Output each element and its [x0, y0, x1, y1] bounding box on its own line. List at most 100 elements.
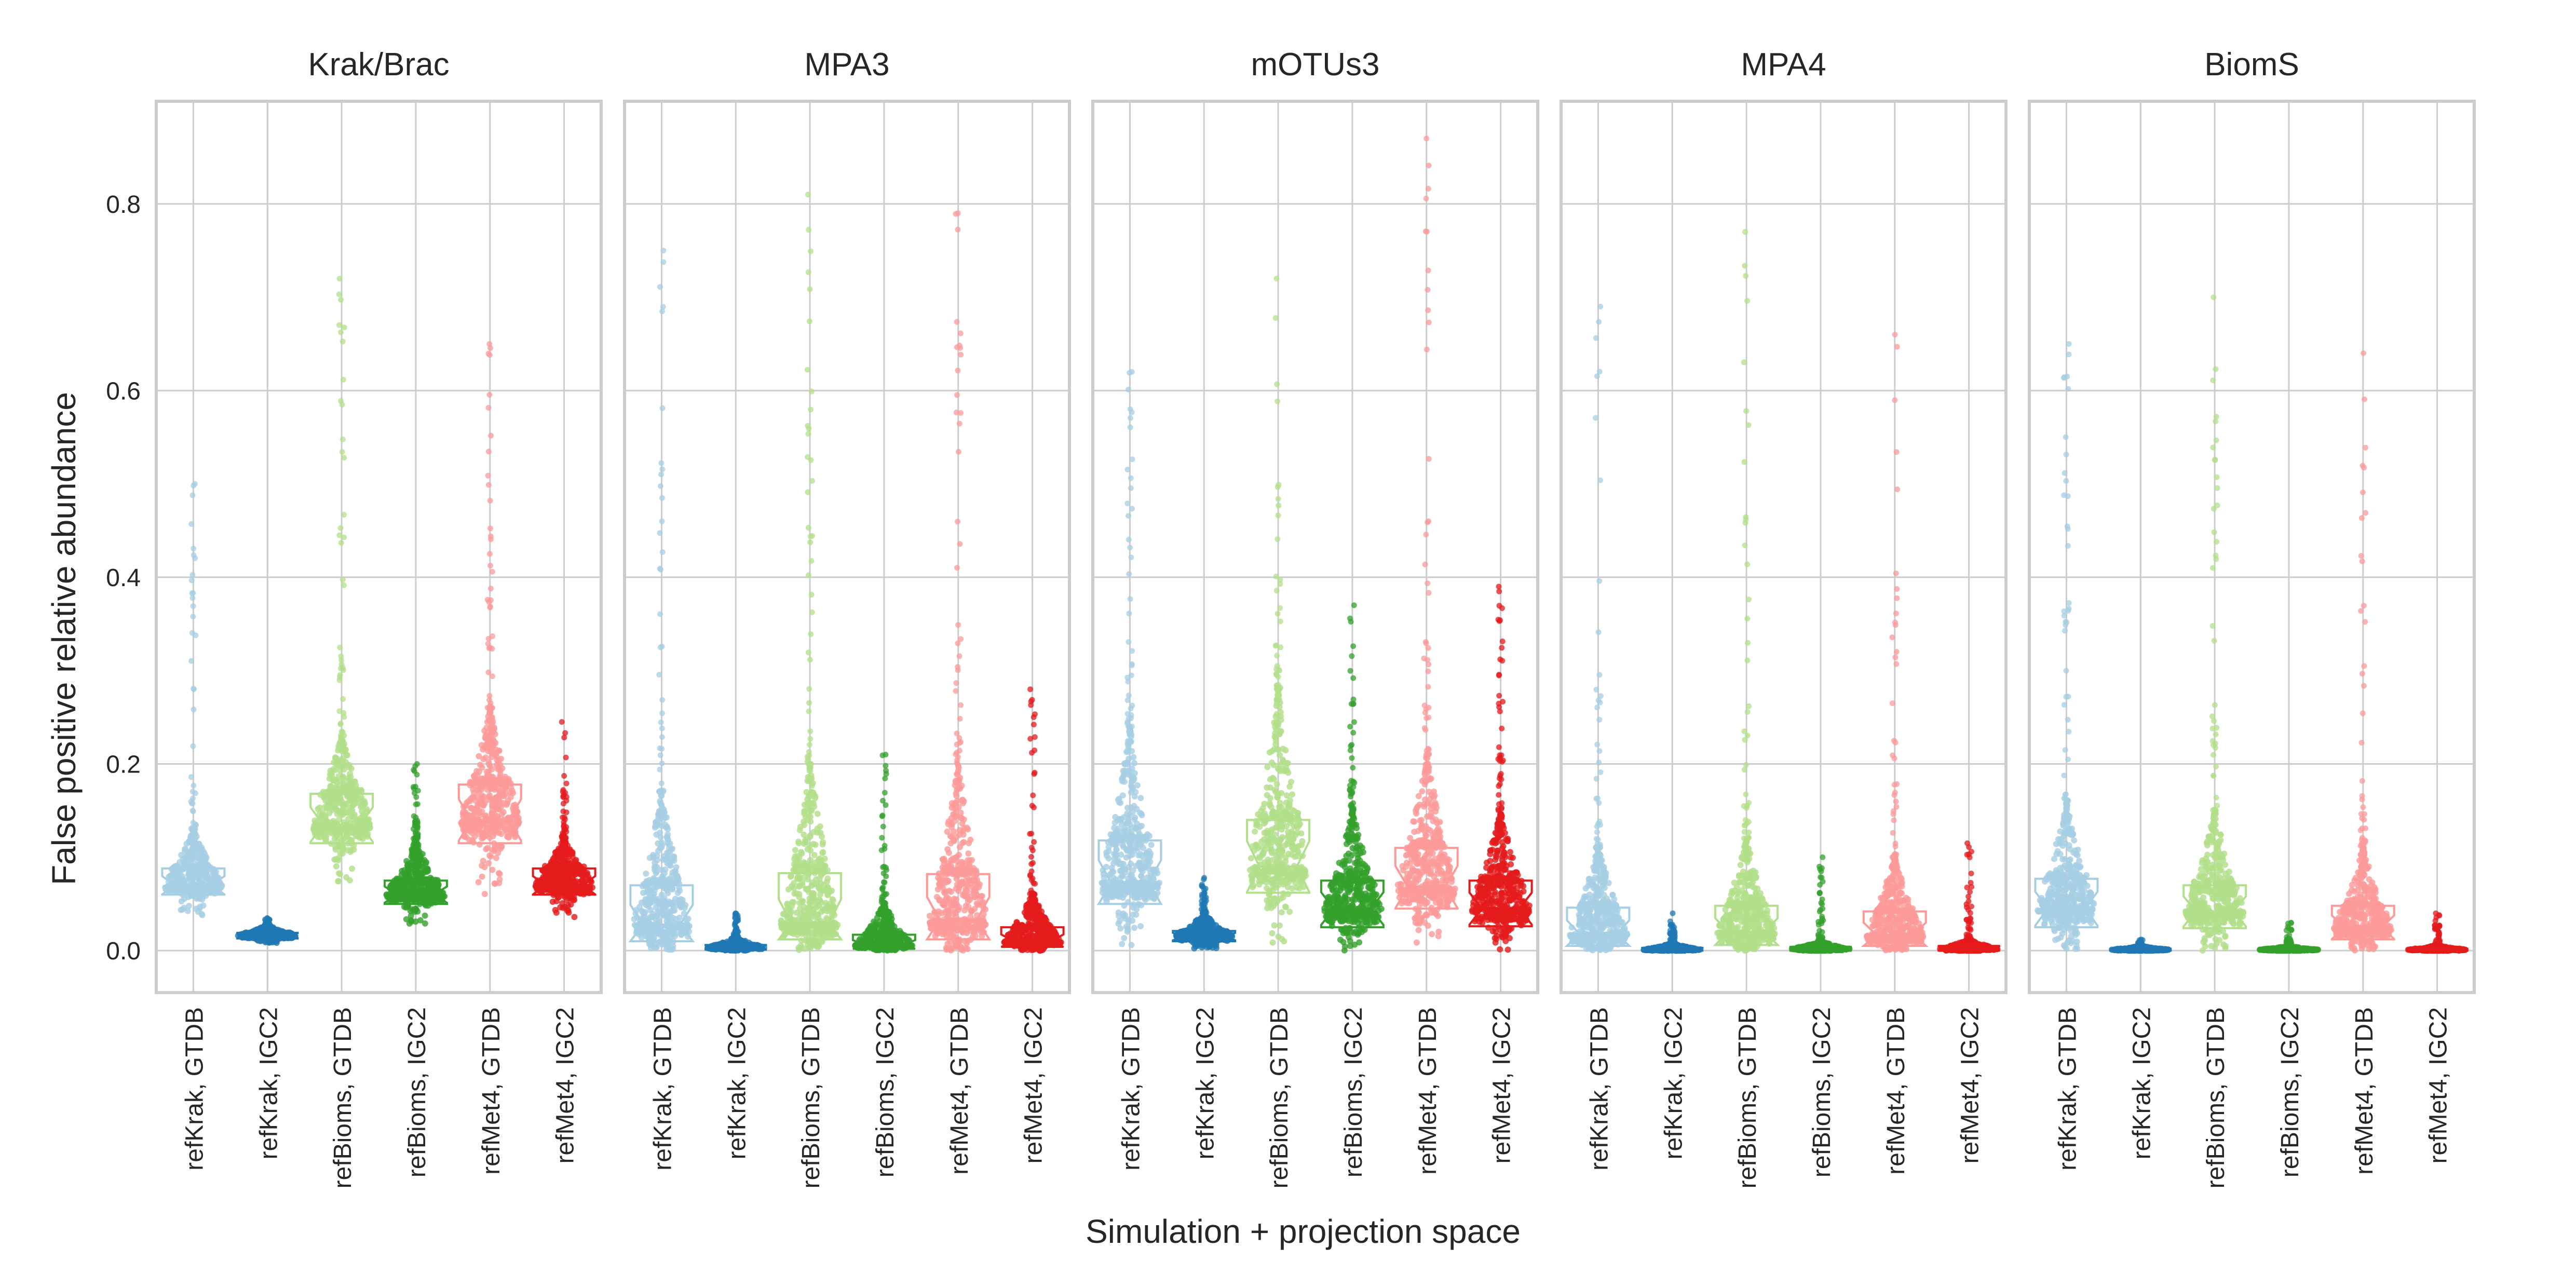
outlier-point	[657, 284, 663, 290]
outlier-point	[659, 734, 665, 740]
outlier-point	[412, 790, 417, 796]
outlier-point	[488, 433, 494, 439]
data-point	[742, 940, 748, 946]
data-point	[815, 811, 821, 817]
panel-background	[625, 101, 1069, 993]
data-point	[417, 901, 423, 907]
data-point	[686, 929, 692, 935]
data-point	[512, 832, 519, 838]
data-point	[568, 864, 575, 871]
data-point	[212, 871, 218, 877]
outlier-point	[563, 836, 568, 842]
panel-background	[156, 101, 601, 993]
data-point	[788, 909, 794, 915]
data-point	[788, 874, 794, 880]
data-point	[497, 846, 504, 852]
outlier-point	[805, 423, 810, 429]
outlier-point	[341, 582, 347, 588]
data-point	[186, 903, 192, 909]
data-point	[549, 863, 555, 870]
data-point	[460, 813, 466, 820]
data-point	[633, 923, 639, 929]
data-point	[180, 906, 186, 913]
data-point	[793, 890, 799, 897]
outlier-point	[412, 764, 418, 769]
data-point	[543, 886, 549, 892]
data-point	[566, 893, 573, 899]
data-point	[480, 756, 486, 762]
outlier-point	[191, 546, 196, 551]
outlier-point	[415, 831, 421, 837]
data-point	[479, 835, 485, 842]
data-point	[402, 873, 409, 879]
data-point	[644, 889, 650, 896]
data-point	[412, 871, 418, 877]
data-point	[729, 947, 736, 953]
outlier-point	[659, 726, 665, 731]
data-point	[803, 886, 809, 892]
data-point	[440, 890, 446, 896]
data-point	[469, 823, 475, 830]
outlier-point	[411, 836, 416, 842]
data-point	[425, 865, 431, 872]
data-point	[189, 880, 196, 886]
data-point	[351, 847, 357, 853]
outlier-point	[342, 324, 347, 330]
outlier-point	[486, 392, 492, 398]
outlier-point	[340, 338, 346, 344]
data-point	[556, 855, 562, 861]
data-point	[330, 788, 336, 794]
outlier-point	[192, 555, 198, 561]
outlier-point	[486, 351, 492, 357]
outlier-point	[807, 736, 813, 742]
data-point	[649, 938, 655, 944]
outlier-point	[656, 789, 662, 794]
data-point	[429, 876, 435, 883]
data-point	[875, 937, 881, 943]
data-point	[563, 849, 570, 856]
data-point	[639, 909, 645, 915]
outlier-point	[807, 287, 813, 292]
outlier-point	[341, 710, 346, 716]
outlier-point	[341, 377, 346, 383]
data-point	[650, 855, 656, 861]
x-tick-label: refKrak, IGC2	[255, 1007, 282, 1159]
data-point	[812, 842, 819, 848]
data-point	[336, 844, 342, 850]
data-point	[207, 884, 213, 890]
data-point	[665, 840, 671, 846]
data-point	[785, 914, 791, 920]
data-point	[751, 942, 757, 948]
outlier-point	[188, 774, 194, 780]
outlier-point	[808, 457, 814, 463]
data-point	[652, 887, 658, 893]
outlier-point	[809, 389, 815, 395]
data-point	[903, 945, 909, 951]
outlier-point	[411, 826, 416, 832]
data-point	[487, 786, 494, 792]
data-point	[640, 919, 646, 925]
data-point	[286, 935, 292, 941]
data-point	[180, 892, 186, 898]
data-point	[187, 863, 194, 869]
data-point	[209, 878, 215, 884]
outlier-point	[660, 405, 666, 411]
outlier-point	[807, 742, 812, 748]
data-point	[807, 843, 813, 849]
data-point	[673, 916, 679, 922]
data-point	[506, 834, 512, 840]
outlier-point	[189, 630, 195, 636]
data-point	[802, 838, 808, 844]
data-point	[719, 941, 725, 947]
data-point	[333, 856, 340, 862]
outlier-point	[807, 318, 812, 324]
data-point	[806, 944, 812, 951]
data-point	[730, 939, 737, 945]
data-point	[183, 856, 189, 862]
data-point	[341, 804, 347, 810]
outlier-point	[656, 672, 662, 677]
outlier-point	[808, 534, 814, 539]
x-tick-label: refBioms, GTDB	[329, 1007, 357, 1188]
data-point	[657, 901, 663, 907]
